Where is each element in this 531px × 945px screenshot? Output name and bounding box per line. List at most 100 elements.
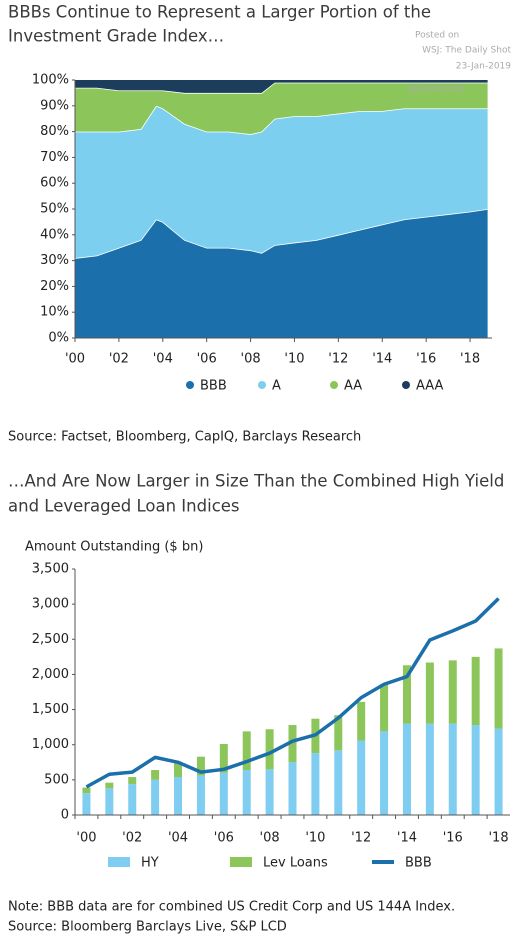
y-tick-label: 1,500: [32, 702, 69, 717]
x-tick-label: '10: [284, 352, 304, 367]
x-tick-label: '18: [488, 831, 508, 846]
bar: [242, 731, 251, 771]
bar: [380, 731, 389, 815]
legend-label: Lev Loans: [263, 856, 328, 871]
bar: [105, 788, 114, 815]
bar: [311, 753, 320, 815]
x-tick-label: '06: [214, 831, 234, 846]
bar: [174, 762, 183, 778]
bar: [265, 769, 274, 815]
x-tick-label: '06: [197, 352, 217, 367]
watermark: Posted on: [415, 31, 459, 41]
y-tick-label: 50%: [40, 202, 69, 217]
y-tick-label: 0%: [48, 331, 69, 346]
bar: [471, 725, 480, 815]
bar: [82, 793, 91, 815]
bar: [425, 723, 434, 815]
x-tick-label: '10: [305, 831, 325, 846]
bar: [128, 784, 137, 815]
y-tick-label: 10%: [40, 305, 69, 320]
line: [85, 597, 500, 789]
x-tick-label: '08: [241, 352, 261, 367]
x-tick-label: '02: [109, 352, 129, 367]
area: [75, 105, 488, 259]
y-tick-label: 30%: [40, 253, 69, 268]
source: Source: Factset, Bloomberg, CapIQ, Barcl…: [8, 430, 361, 445]
legend-label: BBB: [405, 856, 432, 871]
y-tick-label: 500: [44, 772, 69, 787]
bar: [265, 729, 274, 770]
x-tick-label: '14: [397, 831, 417, 846]
x-tick-label: '16: [443, 831, 463, 846]
bar: [196, 756, 205, 776]
y-tick-label: 80%: [40, 124, 69, 139]
legend-label: AA: [344, 379, 362, 394]
bar: [448, 660, 457, 724]
bar: [494, 728, 503, 815]
x-tick-label: '12: [328, 352, 348, 367]
x-tick-label: '16: [416, 352, 436, 367]
bar: [151, 779, 160, 815]
bar: [357, 701, 366, 741]
chart-title: BBBs Continue to Represent a Larger Port…: [8, 3, 431, 22]
note: Note: BBB data are for combined US Credi…: [8, 900, 455, 915]
x-tick-label: '00: [76, 831, 96, 846]
bar: [471, 656, 480, 726]
legend-swatch: [258, 381, 266, 389]
legend-swatch: [402, 381, 410, 389]
bar: [174, 777, 183, 815]
legend-swatch: [186, 381, 194, 389]
bar: [288, 762, 297, 815]
y-tick-label: 0: [61, 808, 69, 823]
y-tick-label: 100%: [32, 73, 69, 88]
watermark: @SoberLook: [408, 85, 465, 95]
legend-label: A: [272, 379, 281, 394]
y-tick-label: 2,000: [32, 667, 69, 682]
bar: [82, 787, 91, 794]
bar: [334, 750, 343, 815]
bar: [448, 723, 457, 815]
area: [75, 82, 488, 135]
bar: [196, 775, 205, 815]
chart-title: and Leveraged Loan Indices: [8, 497, 240, 516]
y-tick-label: 40%: [40, 227, 69, 242]
y-tick-label: 60%: [40, 176, 69, 191]
y-tick-label: 20%: [40, 279, 69, 294]
bar: [242, 770, 251, 815]
x-tick-label: '14: [372, 352, 392, 367]
legend-swatch: [108, 857, 130, 867]
bar: [357, 740, 366, 815]
legend-swatch: [330, 381, 338, 389]
x-tick-label: '08: [260, 831, 280, 846]
bar: [219, 744, 228, 773]
bar: [402, 723, 411, 815]
x-tick-label: '02: [122, 831, 142, 846]
axis-label: Amount Outstanding ($ bn): [25, 540, 203, 555]
y-tick-label: 3,000: [32, 597, 69, 612]
y-tick-label: 2,500: [32, 632, 69, 647]
y-tick-label: 3,500: [32, 562, 69, 577]
bar: [288, 725, 297, 763]
bar: [425, 662, 434, 724]
y-tick-label: 1,000: [32, 737, 69, 752]
watermark: WSJ: The Daily Shot: [422, 46, 511, 56]
bar: [334, 715, 343, 751]
x-tick-label: '04: [153, 352, 173, 367]
x-tick-label: '04: [168, 831, 188, 846]
area: [75, 209, 488, 338]
bar: [402, 665, 411, 724]
legend-label: BBB: [200, 379, 227, 394]
chart-title: …And Are Now Larger in Size Than the Com…: [8, 472, 504, 491]
bar: [380, 684, 389, 732]
x-tick-label: '18: [460, 352, 480, 367]
bar: [128, 777, 137, 785]
legend-label: HY: [141, 856, 159, 871]
chart-title: Investment Grade Index…: [8, 27, 224, 46]
watermark: 23-Jan-2019: [456, 62, 512, 72]
legend-swatch: [230, 857, 252, 867]
y-tick-label: 90%: [40, 98, 69, 113]
legend-label: AAA: [416, 379, 444, 394]
note: Source: Bloomberg Barclays Live, S&P LCD: [8, 920, 287, 935]
bar: [105, 782, 114, 789]
